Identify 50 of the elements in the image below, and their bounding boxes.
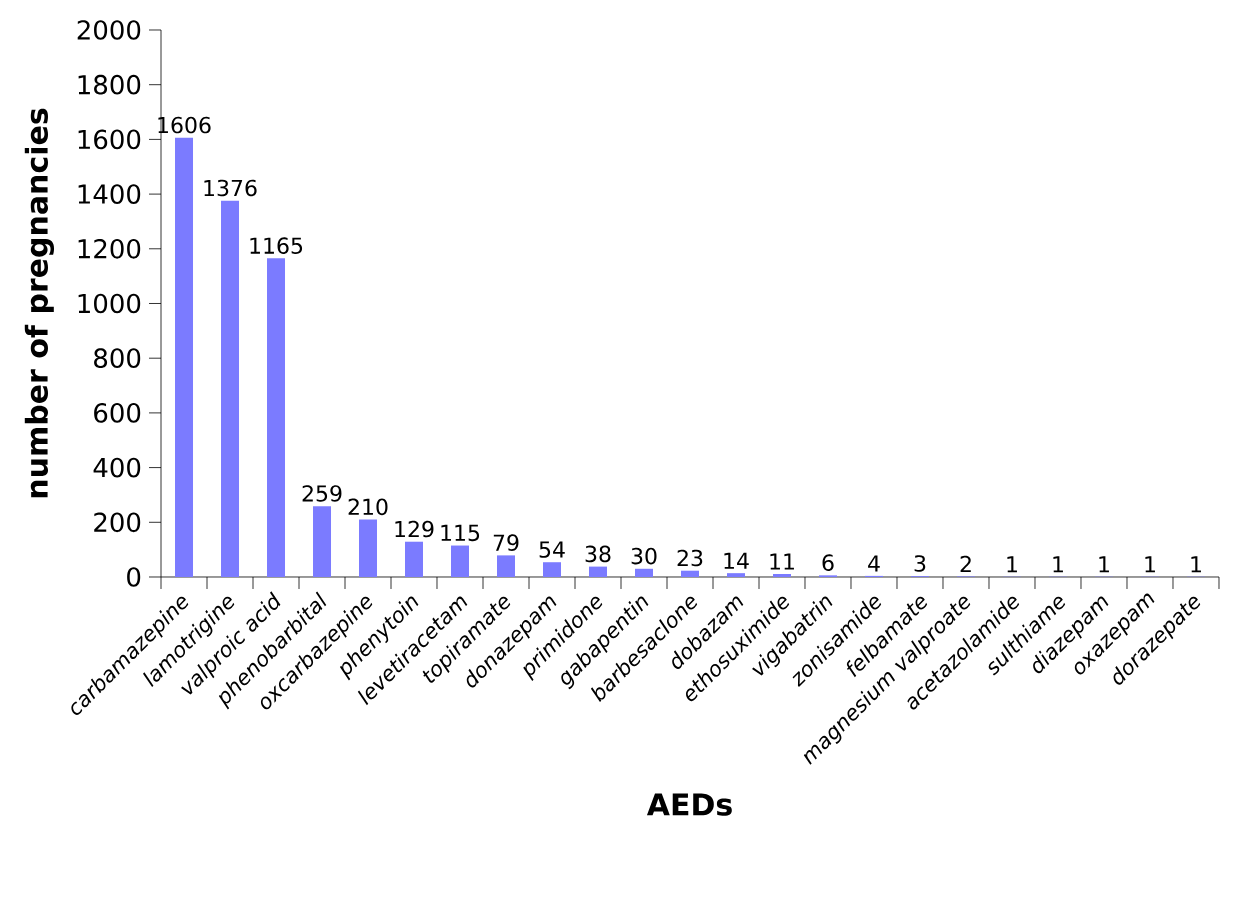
data-label: 4 — [868, 555, 880, 572]
data-label: 1 — [1099, 556, 1109, 573]
bar — [267, 258, 286, 577]
bar — [313, 506, 331, 577]
data-label: 54 — [539, 541, 565, 558]
data-label: 1 — [1145, 556, 1155, 573]
y-tick-label: 1600 — [78, 129, 141, 150]
data-label: 259 — [302, 485, 342, 502]
y-tick-label: 0 — [127, 567, 141, 587]
data-label: 14 — [724, 552, 749, 569]
data-label: 1 — [1053, 556, 1063, 573]
data-label: 30 — [631, 547, 657, 565]
data-label: 79 — [493, 534, 519, 551]
data-label: 1606 — [158, 116, 211, 134]
bar — [175, 137, 194, 577]
data-label: 3 — [914, 555, 926, 572]
data-label: 23 — [677, 549, 703, 567]
y-tick-label: 800 — [94, 348, 141, 369]
y-axis-title: number of pregnancies — [24, 108, 55, 498]
data-label: 210 — [348, 498, 388, 516]
y-tick-label: 400 — [93, 457, 141, 478]
bar — [727, 573, 745, 577]
data-label: 1 — [1007, 556, 1017, 573]
bar — [405, 541, 423, 577]
bar — [497, 555, 515, 577]
y-tick-label: 1200 — [78, 238, 141, 259]
data-label: 1165 — [250, 237, 303, 254]
bar — [451, 545, 469, 577]
y-tick-label: 600 — [94, 403, 141, 423]
y-tick-label: 200 — [94, 512, 141, 533]
data-label: 1 — [1191, 556, 1201, 573]
data-label: 1376 — [204, 179, 257, 197]
data-label: 115 — [441, 524, 480, 542]
bar — [635, 568, 653, 577]
y-tick-label: 1400 — [78, 184, 141, 204]
data-label: 129 — [395, 520, 434, 538]
data-label: 6 — [822, 554, 834, 571]
x-axis-title: AEDs — [646, 793, 732, 816]
y-tick-label: 1800 — [78, 74, 141, 95]
bar — [773, 573, 791, 577]
bar — [543, 562, 561, 577]
bar — [221, 200, 240, 577]
data-label: 38 — [585, 545, 611, 563]
y-tick-label: 2000 — [77, 20, 141, 40]
bar — [359, 519, 377, 577]
data-label: 11 — [770, 553, 794, 570]
y-tick-label: 1000 — [78, 293, 141, 314]
data-label: 2 — [960, 555, 971, 573]
bar — [589, 566, 607, 577]
bar — [681, 570, 699, 577]
